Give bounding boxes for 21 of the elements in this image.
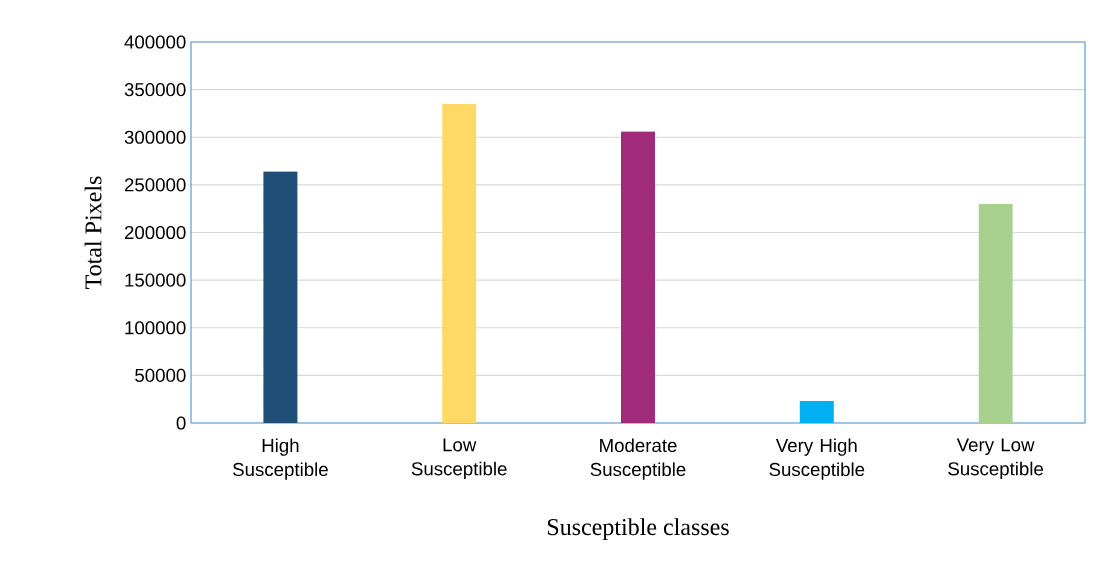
x-tick-label: Low Susceptible xyxy=(411,438,507,480)
y-tick-label: 50000 xyxy=(135,368,186,382)
y-tick-label: 100000 xyxy=(125,321,186,335)
y-tick-label: 400000 xyxy=(124,35,186,49)
y-tick-label: 350000 xyxy=(124,83,186,97)
y-tick-label: 300000 xyxy=(124,130,186,144)
bar xyxy=(799,401,834,423)
y-tick-label: 150000 xyxy=(125,273,186,287)
x-tick-label: Very Low Susceptible xyxy=(948,438,1044,480)
y-tick-label: 0 xyxy=(176,416,186,430)
bar xyxy=(978,203,1013,423)
x-tick-label: Moderate Susceptible xyxy=(590,438,686,480)
x-tick-label: Very High Susceptible xyxy=(769,438,865,480)
bar xyxy=(442,103,477,423)
x-axis-title: Susceptible classes xyxy=(547,518,729,541)
y-tick-label: 200000 xyxy=(124,225,186,240)
y-axis-title: Total Pixels xyxy=(84,176,102,289)
y-tick-label: 250000 xyxy=(124,178,186,192)
x-tick-label: High Susceptible xyxy=(233,438,328,480)
bar xyxy=(621,131,656,423)
bar xyxy=(263,171,298,423)
